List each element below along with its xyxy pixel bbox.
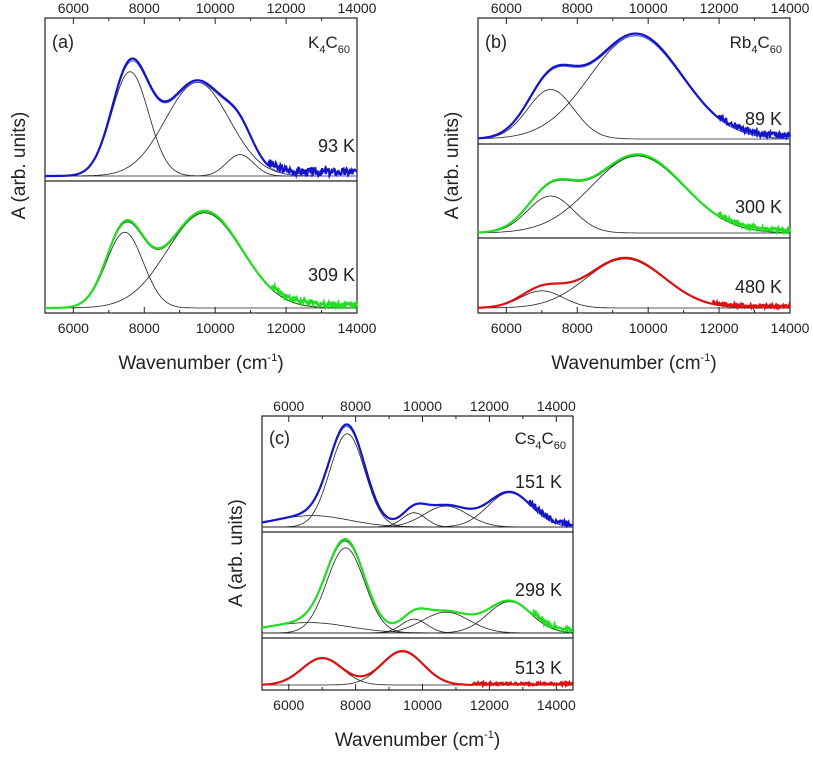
y-axis-label: A (arb. units) <box>226 499 247 607</box>
x-tick-label-top: 12000 <box>470 398 509 414</box>
fit-component-curve <box>262 492 574 528</box>
x-tick-label-bottom: 6000 <box>273 697 304 713</box>
measured-spectrum <box>478 32 792 141</box>
x-tick-label-top: 8000 <box>562 0 593 16</box>
x-tick-label-bottom: 10000 <box>629 320 668 336</box>
x-tick-label-top: 6000 <box>58 0 89 16</box>
temperature-label: 300 K <box>735 197 782 217</box>
total-fit-curve <box>45 212 357 309</box>
series-480K: 480 K <box>477 256 792 311</box>
x-tick-label-top: 10000 <box>403 398 442 414</box>
y-axis-label: A (arb. units) <box>442 112 463 220</box>
x-tick-label-bottom: 14000 <box>537 697 576 713</box>
fit-component-curve <box>261 515 573 528</box>
x-tick-label-bottom: 8000 <box>340 697 371 713</box>
total-fit-curve <box>45 60 357 177</box>
fit-component-curve <box>477 89 790 140</box>
x-tick-label-top: 8000 <box>340 398 371 414</box>
plot-frame <box>477 17 791 314</box>
x-tick-label-bottom: 12000 <box>470 697 509 713</box>
panel-c: 6000 6000 8000 8000 10000 10000 12000 12000 1400… <box>226 398 576 751</box>
fit-component-curve <box>262 601 574 634</box>
measured-spectrum <box>261 538 574 635</box>
x-tick-label-bottom: 12000 <box>700 320 739 336</box>
x-tick-label-top: 14000 <box>771 0 810 16</box>
x-tick-label-top: 8000 <box>129 0 160 16</box>
plot-frame <box>44 17 358 314</box>
x-tick-label-top: 12000 <box>700 0 739 16</box>
fit-component-curve <box>478 195 790 234</box>
x-tick-label-top: 6000 <box>491 0 522 16</box>
series-89K: 89 K <box>477 32 792 141</box>
series-93K: 93 K <box>45 57 358 180</box>
compound-label: K4C60 <box>308 33 350 56</box>
panel-label: (b) <box>485 32 507 52</box>
x-tick-label-top: 10000 <box>196 0 235 16</box>
fit-component-curve <box>261 622 573 634</box>
x-tick-label-bottom: 8000 <box>129 320 160 336</box>
temperature-label: 93 K <box>318 136 355 156</box>
temperature-label: 151 K <box>515 472 562 492</box>
x-tick-label-bottom: 6000 <box>58 320 89 336</box>
compound-label: Rb4C60 <box>730 33 782 56</box>
x-axis-label: Wavenumber (cm-1) <box>118 352 283 374</box>
x-tick-label-top: 10000 <box>629 0 668 16</box>
compound-label: Cs4C60 <box>515 429 566 452</box>
measured-spectrum <box>478 153 792 236</box>
panel-label: (a) <box>52 32 74 52</box>
measured-spectrum <box>45 209 359 311</box>
y-axis-label: A (arb. units) <box>9 112 30 220</box>
x-tick-label-top: 6000 <box>273 398 304 414</box>
x-tick-label-bottom: 6000 <box>491 320 522 336</box>
measured-spectrum <box>477 256 792 311</box>
temperature-label: 480 K <box>735 277 782 297</box>
panel-label: (c) <box>269 428 290 448</box>
series-298K: 298 K <box>261 538 574 635</box>
fit-component-curve <box>262 512 573 528</box>
x-tick-label-top: 14000 <box>537 398 576 414</box>
panel-b: 6000 6000 8000 8000 10000 10000 12000 12000 1400… <box>442 0 810 374</box>
total-fit-curve <box>477 155 791 234</box>
plot-frame <box>261 415 574 691</box>
x-tick-label-bottom: 8000 <box>562 320 593 336</box>
series-513K: 513 K <box>261 650 574 689</box>
fit-component-curve <box>45 71 357 177</box>
fit-component-curve <box>478 155 791 234</box>
measured-spectrum <box>261 423 574 529</box>
x-tick-label-top: 14000 <box>338 0 377 16</box>
x-tick-label-bottom: 10000 <box>196 320 235 336</box>
x-tick-label-top: 12000 <box>267 0 306 16</box>
x-tick-label-bottom: 12000 <box>267 320 306 336</box>
temperature-label: 513 K <box>515 658 562 678</box>
series-300K: 300 K <box>477 153 792 236</box>
measured-spectrum <box>262 650 574 689</box>
fit-component-curve <box>45 212 357 309</box>
fit-component-curve <box>262 505 573 528</box>
temperature-label: 89 K <box>745 109 782 129</box>
temperature-label: 298 K <box>515 580 562 600</box>
x-tick-label-bottom: 14000 <box>338 320 377 336</box>
x-axis-label: Wavenumber (cm-1) <box>335 729 500 751</box>
temperature-label: 309 K <box>308 265 355 285</box>
panel-a: 6000 6000 8000 8000 10000 10000 12000 12000 1400… <box>9 0 377 374</box>
x-tick-label-bottom: 14000 <box>771 320 810 336</box>
series-309K: 309 K <box>45 209 359 311</box>
measured-spectrum <box>45 57 358 180</box>
x-axis-label: Wavenumber (cm-1) <box>551 352 716 374</box>
x-tick-label-bottom: 10000 <box>403 697 442 713</box>
series-151K: 151 K <box>261 423 574 529</box>
